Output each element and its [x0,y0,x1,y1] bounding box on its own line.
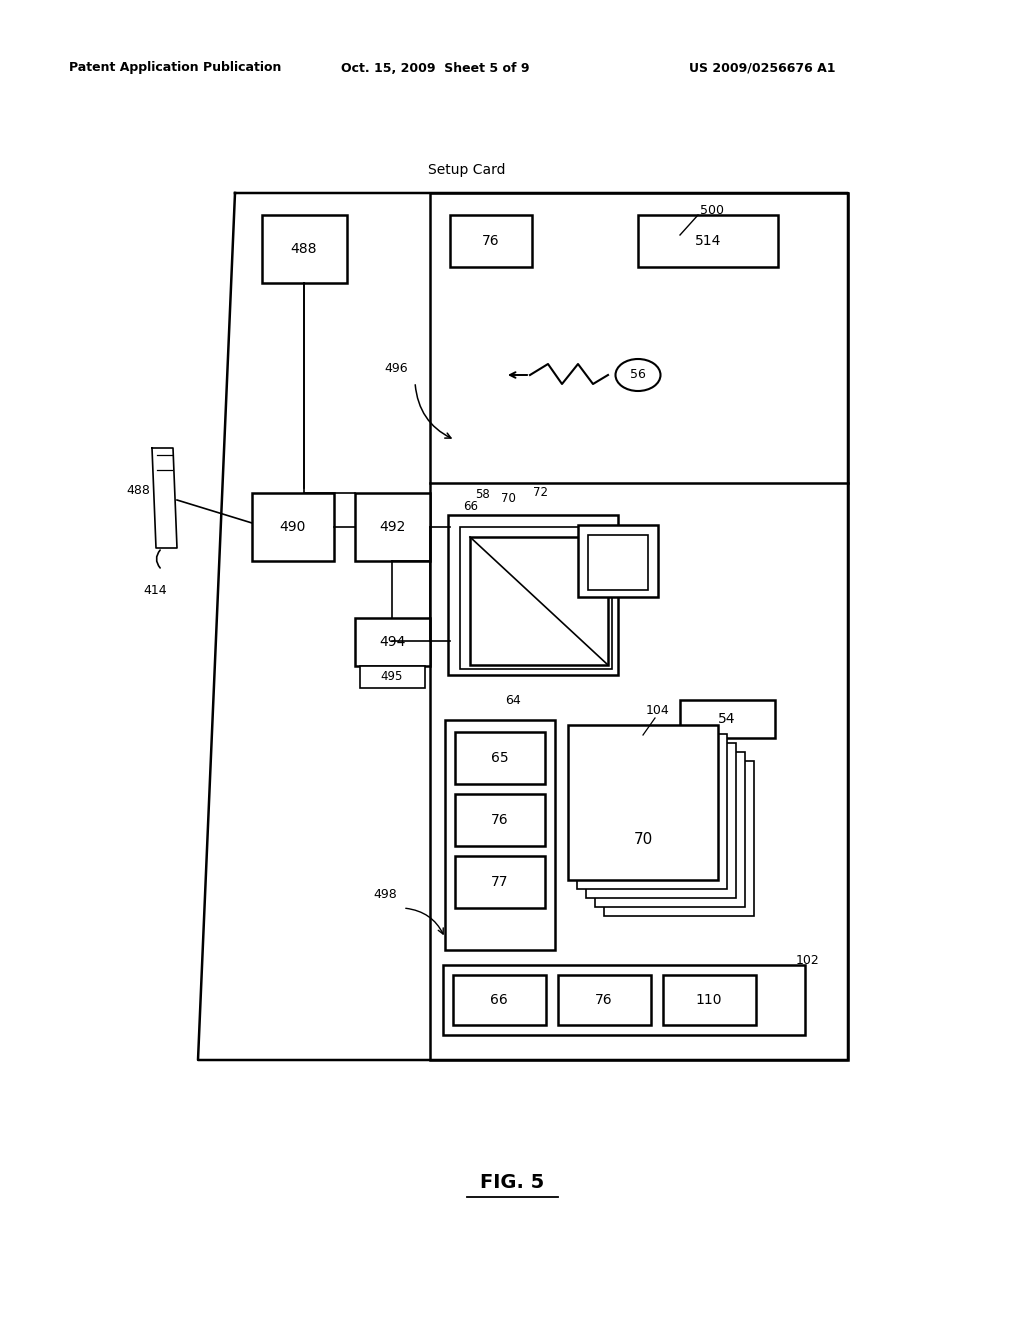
Bar [455,733,545,784]
Text: 76: 76 [482,234,500,248]
Text: 54: 54 [718,711,736,726]
Bar [355,618,430,667]
Bar [443,965,805,1035]
Bar [680,700,775,738]
Bar [430,193,848,1060]
Text: 494: 494 [379,635,406,649]
Bar [445,719,555,950]
Bar [568,725,718,880]
Text: 70: 70 [634,833,652,847]
Text: 495: 495 [381,671,403,684]
Bar [455,795,545,846]
Text: Patent Application Publication: Patent Application Publication [69,62,282,74]
Text: 488: 488 [126,483,150,496]
Bar [578,525,658,597]
Text: 77: 77 [492,875,509,888]
Text: 76: 76 [595,993,612,1007]
Bar [455,855,545,908]
Bar [460,527,612,669]
Bar [360,667,425,688]
Bar [638,215,778,267]
Text: 102: 102 [796,953,820,966]
Text: US 2009/0256676 A1: US 2009/0256676 A1 [689,62,836,74]
Text: 514: 514 [695,234,721,248]
Bar [262,215,347,282]
Text: 110: 110 [695,993,722,1007]
Bar [450,215,532,267]
Text: 488: 488 [291,242,317,256]
Bar [449,515,618,675]
Bar [558,975,651,1026]
Bar [588,535,648,590]
Text: Oct. 15, 2009  Sheet 5 of 9: Oct. 15, 2009 Sheet 5 of 9 [341,62,529,74]
Text: 56: 56 [630,368,646,381]
Text: 498: 498 [373,888,397,902]
Text: 414: 414 [143,583,167,597]
Text: 72: 72 [532,487,548,499]
Bar [586,743,736,898]
Bar [604,762,754,916]
Text: 492: 492 [379,520,406,535]
Text: 496: 496 [384,362,408,375]
Text: 64: 64 [505,693,521,706]
Text: FIG. 5: FIG. 5 [480,1173,544,1192]
Bar [577,734,727,888]
Text: 490: 490 [280,520,306,535]
Bar [355,492,430,561]
Text: 65: 65 [492,751,509,766]
Ellipse shape [615,359,660,391]
Bar [595,752,745,907]
Text: 70: 70 [501,492,515,506]
Text: 66: 66 [490,993,508,1007]
Text: Setup Card: Setup Card [428,162,506,177]
Text: 58: 58 [475,487,490,500]
Bar [663,975,756,1026]
Bar [252,492,334,561]
Bar [453,975,546,1026]
Text: 500: 500 [700,203,724,216]
Text: 104: 104 [646,704,670,717]
Text: 66: 66 [464,499,478,512]
Bar [470,537,608,665]
Text: 76: 76 [492,813,509,828]
